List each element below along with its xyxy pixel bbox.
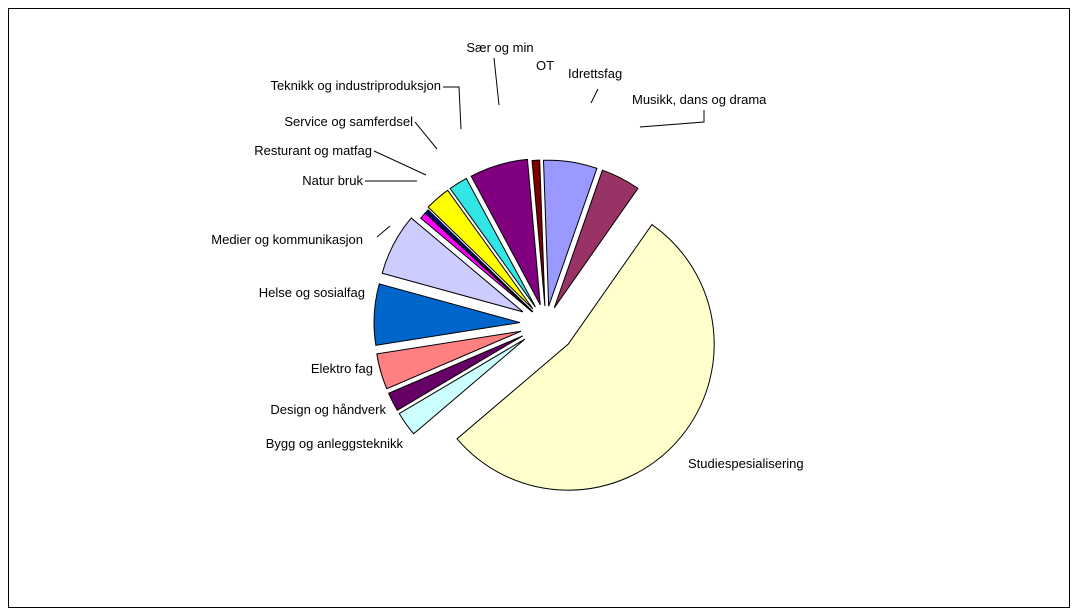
pie-slice-helse-og-sosialfag [373, 283, 521, 346]
slice-label-helse-og-sosialfag: Helse og sosialfag [259, 285, 365, 300]
slice-label-teknikk-og-industriproduksjon: Teknikk og industriproduksjon [270, 78, 441, 93]
slice-label-natur-bruk: Natur bruk [302, 173, 363, 188]
slice-label-studiespesialisering: Studiespesialisering [688, 456, 804, 471]
chart-frame [8, 8, 1070, 608]
pie-slice-sær-og-min [470, 158, 541, 306]
pie-slice-resturant-og-matfag [424, 209, 534, 312]
slice-label-bygg-og-anleggsteknikk: Bygg og anleggsteknikk [266, 436, 404, 451]
pie-slice-musikk-dans-og-drama [553, 169, 639, 309]
leader-line-teknikk-og-industriproduksjon [443, 86, 462, 130]
slice-label-sær-og-min: Sær og min [466, 40, 533, 55]
pie-slice-idrettsfag [542, 159, 598, 307]
slice-label-resturant-og-matfag: Resturant og matfag [254, 143, 372, 158]
leader-line-sær-og-min [493, 57, 500, 106]
slice-label-design-og-håndverk: Design og håndverk [270, 402, 386, 417]
pie-slice-studiespesialisering [456, 223, 715, 491]
leader-line-service-og-samferdsel [414, 121, 438, 150]
pie-slice-medier-og-kommunikasjon [381, 217, 524, 313]
pie-slice-elektro-fag [376, 330, 522, 390]
pie-slice-natur-bruk [420, 212, 533, 313]
leader-line-resturant-og-matfag [373, 150, 427, 176]
slice-label-musikk-dans-og-drama: Musikk, dans og drama [632, 92, 767, 107]
pie-slice-design-og-håndverk [387, 335, 524, 411]
slice-label-idrettsfag: Idrettsfag [568, 66, 622, 81]
pie-slices [373, 158, 715, 491]
slice-labels: Studiespesialisering Bygg og anleggstekni… [211, 40, 803, 471]
leader-line-idrettsfag [590, 88, 599, 104]
leader-lines [365, 57, 705, 238]
pie-slice-ot [531, 159, 546, 307]
pie-slice-bygg-og-anleggsteknikk [398, 338, 526, 435]
pie-slice-service-og-samferdsel [427, 189, 534, 310]
slice-label-service-og-samferdsel: Service og samferdsel [284, 114, 413, 129]
leader-line-musikk-dans-og-drama [639, 110, 705, 128]
slice-label-elektro-fag: Elektro fag [311, 361, 373, 376]
slice-label-ot: OT [536, 58, 554, 73]
leader-line-medier-og-kommunikasjon [376, 225, 391, 238]
slice-label-medier-og-kommunikasjon: Medier og kommunikasjon [211, 232, 363, 247]
pie-slice-teknikk-og-industriproduksjon [449, 177, 536, 308]
